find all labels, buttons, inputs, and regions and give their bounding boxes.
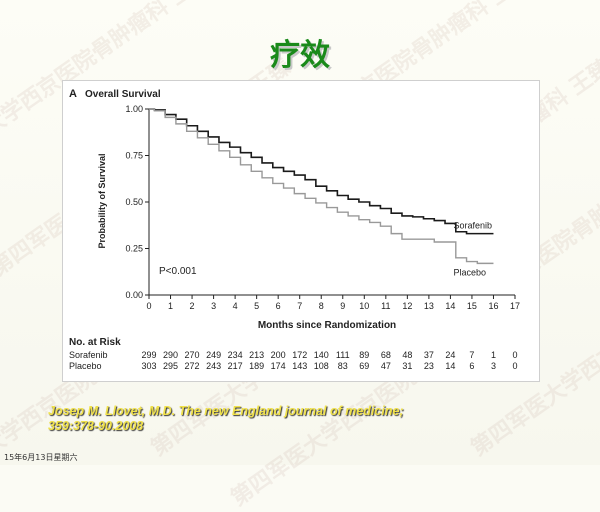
at-risk-value: 37 bbox=[424, 350, 434, 360]
y-tick-label: 1.00 bbox=[125, 104, 143, 114]
at-risk-row-label: Sorafenib bbox=[69, 350, 108, 360]
at-risk-value: 89 bbox=[359, 350, 369, 360]
at-risk-value: 234 bbox=[228, 350, 243, 360]
at-risk-value: 0 bbox=[512, 350, 517, 360]
x-tick-label: 5 bbox=[254, 301, 259, 311]
at-risk-value: 143 bbox=[292, 361, 307, 371]
y-tick-label: 0.75 bbox=[125, 151, 143, 161]
p-value-annotation: P<0.001 bbox=[159, 266, 197, 277]
x-tick-label: 8 bbox=[319, 301, 324, 311]
footer-date: 15年6月13日星期六 bbox=[4, 453, 78, 462]
at-risk-value: 217 bbox=[228, 361, 243, 371]
at-risk-value: 270 bbox=[185, 350, 200, 360]
x-tick-label: 14 bbox=[445, 301, 455, 311]
y-tick-label: 0.25 bbox=[125, 244, 143, 254]
x-tick-label: 10 bbox=[359, 301, 369, 311]
at-risk-value: 299 bbox=[141, 350, 156, 360]
chart-title: Overall Survival bbox=[85, 89, 161, 100]
at-risk-value: 6 bbox=[469, 361, 474, 371]
at-risk-value: 24 bbox=[445, 350, 455, 360]
at-risk-value: 111 bbox=[336, 350, 350, 360]
at-risk-value: 189 bbox=[249, 361, 264, 371]
x-tick-label: 1 bbox=[168, 301, 173, 311]
at-risk-value: 200 bbox=[271, 350, 286, 360]
at-risk-value: 48 bbox=[402, 350, 412, 360]
axes: 0.000.250.500.751.000 1 2 3 4 5 6 7 8 9 10 11 12 13 14… bbox=[125, 104, 520, 311]
at-risk-value: 272 bbox=[185, 361, 200, 371]
x-tick-label: 11 bbox=[381, 301, 390, 311]
at-risk-value: 213 bbox=[249, 350, 264, 360]
km-chart: A Overall Survival 0.00 0.25 0.50 0.75 1.00 0… bbox=[69, 88, 520, 371]
y-axis-label: Probability of Survival bbox=[97, 153, 107, 248]
at-risk-value: 47 bbox=[381, 361, 391, 371]
at-risk-value: 14 bbox=[445, 361, 455, 371]
at-risk-value: 3 bbox=[491, 361, 496, 371]
survival-figure: A Overall Survival 0.00 0.25 0.50 0.75 1.00 0… bbox=[62, 80, 540, 382]
citation-line-1: Josep M. Llovet, M.D. The new England jo… bbox=[48, 404, 404, 418]
at-risk-table: No. at Risk Sorafenib 299 290 270 249 234 213 20… bbox=[69, 337, 518, 371]
series-line-placebo bbox=[149, 108, 494, 265]
x-tick-label: 9 bbox=[340, 301, 345, 311]
slide-title: 疗效 bbox=[270, 38, 330, 73]
at-risk-title: No. at Risk bbox=[69, 337, 121, 348]
at-risk-row-label: Placebo bbox=[69, 361, 102, 371]
series-layer: Sorafenib Placebo bbox=[149, 108, 494, 277]
x-tick-label: 7 bbox=[297, 301, 302, 311]
x-tick-label: 4 bbox=[233, 301, 238, 311]
x-axis-label: Months since Randomization bbox=[258, 320, 396, 331]
citation: Josep M. Llovet, M.D. The new England jo… bbox=[48, 404, 508, 434]
y-tick-label: 0.50 bbox=[125, 197, 143, 207]
series-label-placebo: Placebo bbox=[453, 267, 486, 277]
at-risk-value: 69 bbox=[359, 361, 369, 371]
at-risk-value: 1 bbox=[491, 350, 496, 360]
at-risk-value: 140 bbox=[314, 350, 329, 360]
at-risk-value: 174 bbox=[271, 361, 286, 371]
at-risk-value: 68 bbox=[381, 350, 391, 360]
at-risk-value: 7 bbox=[469, 350, 474, 360]
x-tick-label: 0 bbox=[146, 301, 151, 311]
x-tick-label: 13 bbox=[424, 301, 434, 311]
x-tick-label: 2 bbox=[190, 301, 195, 311]
at-risk-value: 23 bbox=[424, 361, 434, 371]
panel-label: A bbox=[69, 88, 77, 100]
at-risk-value: 295 bbox=[163, 361, 178, 371]
at-risk-value: 243 bbox=[206, 361, 221, 371]
x-tick-label: 15 bbox=[467, 301, 477, 311]
x-tick-label: 16 bbox=[488, 301, 498, 311]
x-tick-label: 12 bbox=[402, 301, 412, 311]
x-tick-label: 3 bbox=[211, 301, 216, 311]
y-tick-label: 0.00 bbox=[125, 290, 143, 300]
at-risk-value: 108 bbox=[314, 361, 329, 371]
at-risk-value: 0 bbox=[512, 361, 517, 371]
x-tick-label: 6 bbox=[276, 301, 281, 311]
at-risk-value: 249 bbox=[206, 350, 221, 360]
at-risk-value: 83 bbox=[338, 361, 348, 371]
x-tick-label: 17 bbox=[510, 301, 520, 311]
at-risk-value: 303 bbox=[141, 361, 156, 371]
series-line-sorafenib bbox=[149, 108, 494, 235]
at-risk-value: 290 bbox=[163, 350, 178, 360]
citation-line-2: 359:378-90.2008 bbox=[48, 419, 144, 433]
series-label-sorafenib: Sorafenib bbox=[453, 221, 492, 231]
at-risk-value: 172 bbox=[292, 350, 307, 360]
at-risk-value: 31 bbox=[402, 361, 412, 371]
